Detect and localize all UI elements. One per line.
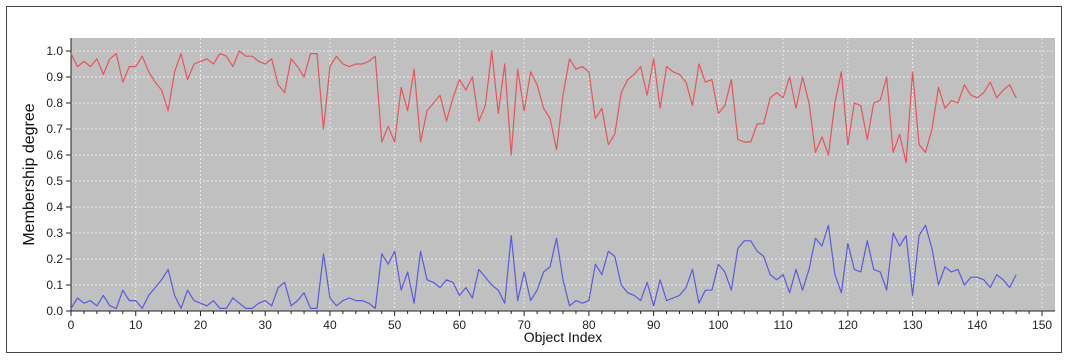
series-line-2: [70, 224, 1017, 309]
x-tick-label: 110: [774, 318, 793, 332]
y-tick-label: 0.2: [46, 252, 63, 266]
x-tick-label: 100: [708, 318, 728, 332]
x-tick-label: 40: [323, 318, 337, 332]
series-line-1: [70, 50, 1017, 164]
y-tick-label: 0.7: [46, 122, 63, 136]
y-tick-label: 0.9: [46, 70, 63, 84]
x-tick-label: 80: [582, 318, 596, 332]
y-tick-label: 0.3: [46, 226, 63, 240]
y-tick-label: 0.0: [46, 304, 63, 318]
x-tick-label: 20: [194, 318, 208, 332]
x-tick-label: 90: [647, 318, 661, 332]
y-tick-label: 0.1: [46, 278, 63, 292]
x-tick-label: 70: [517, 318, 531, 332]
axes: 0.0 0.1 0.2 0.3 0.4 0.5 0.6 0.7 0.8 0.9 1.0 0 10 20 30…: [46, 38, 1055, 332]
x-tick-label: 60: [453, 318, 467, 332]
y-axis-title: Membership degree: [21, 103, 38, 245]
x-axis-title: Object Index: [524, 329, 603, 345]
y-tick-label: 0.8: [46, 96, 63, 110]
y-tick-label: 0.5: [46, 174, 63, 188]
x-tick-label: 50: [388, 318, 402, 332]
x-tick-label: 0: [68, 318, 75, 332]
y-tick-label: 0.4: [46, 200, 63, 214]
x-tick-label: 30: [259, 318, 273, 332]
x-tick-label: 10: [129, 318, 143, 332]
x-tick-label: 150: [1032, 318, 1052, 332]
x-tick-label: 140: [967, 318, 987, 332]
x-tick-label: 130: [903, 318, 923, 332]
plot-area: [71, 38, 1055, 311]
x-tick-label: 120: [838, 318, 858, 332]
y-tick-label: 0.6: [46, 148, 63, 162]
series-layer: [70, 50, 1017, 309]
y-tick-label: 1.0: [46, 44, 63, 58]
